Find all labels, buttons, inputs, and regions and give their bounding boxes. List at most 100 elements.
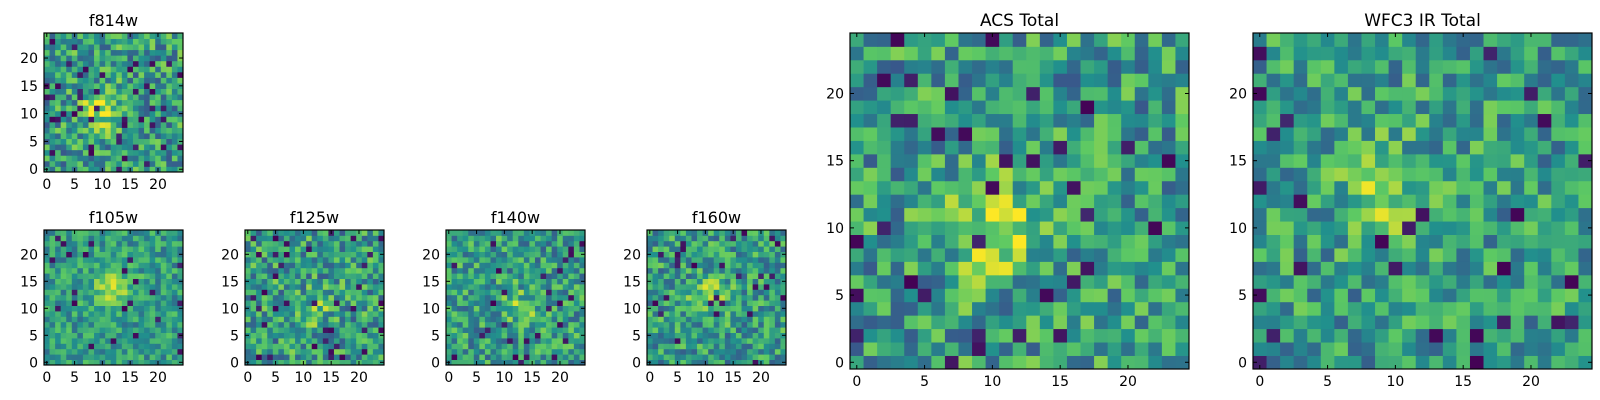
heatmap-cell xyxy=(110,311,117,317)
heatmap-cell xyxy=(345,300,352,306)
heatmap-cell xyxy=(132,77,139,84)
heatmap-cell xyxy=(1320,46,1335,61)
heatmap-cell xyxy=(697,327,703,333)
x-tick-label: 5 xyxy=(271,370,280,386)
heatmap-cell xyxy=(501,294,508,301)
heatmap-cell xyxy=(105,262,112,269)
heatmap-cell xyxy=(763,289,770,296)
heatmap-cell xyxy=(669,327,676,333)
heatmap-cell xyxy=(345,294,352,301)
heatmap-cell xyxy=(110,160,117,167)
heatmap-cell xyxy=(1066,33,1081,47)
heatmap-cell xyxy=(1039,113,1054,128)
heatmap-cell xyxy=(501,321,508,328)
heatmap-cell xyxy=(49,121,56,128)
heatmap-cell xyxy=(944,328,959,343)
heatmap-cell xyxy=(1148,127,1163,141)
heatmap-cell xyxy=(1134,261,1149,276)
heatmap-cell xyxy=(267,354,274,360)
heatmap-cell xyxy=(708,251,715,258)
heatmap-cell xyxy=(149,71,156,78)
heatmap-cell xyxy=(88,99,95,106)
heatmap-cell xyxy=(523,257,530,263)
heatmap-cell xyxy=(278,267,285,274)
heatmap-cell xyxy=(289,359,296,366)
heatmap-cell xyxy=(356,251,363,258)
heatmap-cell xyxy=(1483,301,1498,316)
heatmap-cell xyxy=(1537,127,1552,141)
heatmap-cell xyxy=(88,267,95,274)
heatmap-cell xyxy=(121,278,128,285)
x-tick-label: 10 xyxy=(696,370,714,386)
heatmap-cell xyxy=(105,138,112,145)
heatmap-cell xyxy=(557,251,564,258)
heatmap-cell xyxy=(944,315,959,330)
heatmap-cell xyxy=(479,278,486,285)
heatmap-cell xyxy=(774,289,781,296)
heatmap-cell xyxy=(88,257,95,263)
heatmap-cell xyxy=(972,180,986,195)
heatmap-cell xyxy=(144,251,151,258)
heatmap-cell xyxy=(747,262,754,269)
heatmap-cell xyxy=(283,332,290,339)
heatmap-cell xyxy=(579,230,586,236)
heatmap-cell xyxy=(82,359,89,366)
heatmap-cell xyxy=(82,88,89,95)
heatmap-cell xyxy=(1347,180,1362,195)
heatmap-cell xyxy=(99,83,106,89)
heatmap-cell xyxy=(350,332,357,339)
heatmap-cell xyxy=(568,338,575,344)
heatmap-cell xyxy=(863,153,878,168)
heatmap-cell xyxy=(917,153,932,168)
heatmap-cell xyxy=(361,235,368,242)
heatmap-cell xyxy=(1564,315,1579,330)
heatmap-cell xyxy=(121,300,128,306)
heatmap-cell xyxy=(546,321,553,328)
heatmap-cell xyxy=(1469,301,1484,316)
heatmap-cell xyxy=(652,359,659,366)
heatmap-cell xyxy=(71,284,78,290)
heatmap-cell xyxy=(1402,167,1417,182)
heatmap-cell xyxy=(999,248,1014,262)
heatmap-cell xyxy=(55,354,62,360)
x-tick-label: 20 xyxy=(149,177,167,193)
heatmap-cell xyxy=(652,294,659,301)
heatmap-cell xyxy=(446,273,452,279)
heatmap-cell xyxy=(1280,234,1295,249)
heatmap-cell xyxy=(121,284,128,290)
heatmap-cell xyxy=(116,110,123,117)
heatmap-cell xyxy=(311,311,318,317)
heatmap-cell xyxy=(451,267,458,274)
heatmap-cell xyxy=(177,33,184,39)
heatmap-cell xyxy=(71,94,78,101)
heatmap-cell xyxy=(1148,301,1163,316)
heatmap-cell xyxy=(82,55,89,62)
heatmap-cell xyxy=(77,155,84,162)
heatmap-cell xyxy=(311,235,318,242)
heatmap-cell xyxy=(958,355,973,370)
heatmap-cell xyxy=(708,343,715,350)
heatmap-cell xyxy=(658,294,665,301)
heatmap-cell xyxy=(149,273,156,279)
heatmap-cell xyxy=(160,66,167,73)
heatmap-cell xyxy=(127,44,134,51)
heatmap-cell xyxy=(171,38,178,45)
heatmap-cell xyxy=(1564,46,1579,61)
heatmap-cell xyxy=(462,332,469,339)
heatmap-cell xyxy=(60,359,67,366)
heatmap-cell xyxy=(144,105,151,112)
heatmap-cell xyxy=(708,246,715,252)
heatmap-cell xyxy=(132,55,139,62)
heatmap-cell xyxy=(171,311,178,317)
heatmap-cell xyxy=(713,348,720,355)
heatmap-cell xyxy=(267,289,274,296)
axes-frame xyxy=(43,32,184,173)
heatmap-cell xyxy=(356,267,363,274)
heatmap-cell xyxy=(77,138,84,145)
heatmap-cell xyxy=(850,167,864,182)
heatmap-cell xyxy=(1497,33,1512,47)
heatmap-cell xyxy=(1039,355,1054,370)
heatmap-cell xyxy=(333,267,340,274)
heatmap-cell xyxy=(350,246,357,252)
heatmap-cell xyxy=(999,261,1014,276)
